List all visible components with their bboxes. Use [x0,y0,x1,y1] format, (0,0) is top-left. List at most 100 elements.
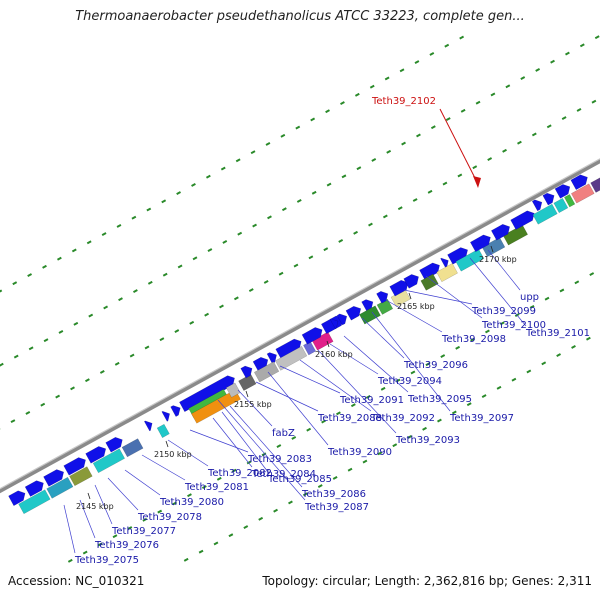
gene-feature[interactable] [274,345,308,371]
gene-feature[interactable] [170,405,181,417]
gene-feature[interactable] [18,489,51,515]
gene-label[interactable]: Teth39_2076 [94,540,159,551]
highlight-arrow-icon[interactable] [473,176,481,188]
gc-dot [308,255,314,260]
gene-labels[interactable]: Teth39_2075 Teth39_2076 Teth39_2077 Teth39_… [74,292,590,566]
gene-feature[interactable] [481,237,506,258]
gene-feature[interactable] [376,291,389,304]
gene-feature[interactable] [455,248,485,272]
gene-feature[interactable] [532,203,558,225]
gene-feature[interactable] [361,299,374,312]
gene-feature[interactable] [336,313,348,326]
gene-label[interactable]: Teth39_2086 [301,489,366,500]
gene-feature[interactable] [105,437,123,453]
leader-line [212,417,253,468]
gene-feature[interactable] [191,389,241,424]
gene-feature[interactable] [46,476,74,499]
gene-label[interactable]: Teth39_2098 [441,334,506,345]
gene-label[interactable]: Teth39_2099 [471,306,536,317]
gene-feature[interactable] [92,448,126,474]
scale-label: 2160 kbp [315,350,353,359]
gene-feature[interactable] [69,466,93,487]
gc-dot [455,345,461,350]
gene-label[interactable]: Teth39_2088 [317,413,382,424]
gene-feature[interactable] [447,247,468,265]
gene-feature[interactable] [570,174,588,191]
gene-feature[interactable] [403,274,419,289]
gene-label[interactable]: Teth39_2093 [395,435,460,446]
gene-feature[interactable] [240,365,253,379]
gc-dot [291,435,297,440]
gene-feature[interactable] [510,210,535,230]
gene-feature[interactable] [553,197,569,214]
gene-label[interactable]: Teth39_2084 [251,469,316,480]
gene-feature[interactable] [389,279,409,297]
gene-label[interactable]: Teth39_2094 [377,376,442,387]
gc-dot [395,378,401,383]
gc-dot [511,377,517,382]
gene-feature[interactable] [440,257,449,269]
gene-feature[interactable] [8,490,26,507]
gene-feature[interactable] [345,305,362,321]
highlight-marker[interactable]: Teth39_2102 [371,96,481,188]
gene-feature[interactable] [121,438,144,458]
gene-label[interactable]: Teth39_2090 [327,447,392,458]
gene-label[interactable]: Teth39_2092 [370,413,435,424]
gene-label[interactable]: Teth39_2082 [207,468,272,479]
gene-feature[interactable] [329,318,339,330]
leader-line [189,429,249,453]
gene-label[interactable]: Teth39_2091 [339,395,404,406]
gene-feature[interactable] [179,375,235,413]
gene-feature[interactable] [275,338,302,360]
gene-feature[interactable] [156,423,170,439]
gene-feature[interactable] [420,273,439,291]
scale-label: 2165 kbp [397,302,435,311]
gene-feature[interactable] [490,224,510,241]
gene-label[interactable]: Teth39_2085 [267,474,332,485]
gene-feature[interactable] [143,420,153,432]
gene-feature[interactable] [554,184,571,199]
gene-label[interactable]: Teth39_2077 [111,526,176,537]
gene-feature[interactable] [253,361,280,383]
gc-dot [146,207,152,212]
gene-feature[interactable] [570,183,595,204]
gene-label[interactable]: Teth39_2101 [525,328,590,339]
gene-feature[interactable] [24,480,44,497]
gene-feature[interactable] [531,199,543,212]
gene-label[interactable]: Teth39_2081 [184,482,249,493]
gene-feature[interactable] [266,352,277,364]
gene-label[interactable]: Teth39_2096 [403,360,468,371]
gene-label[interactable]: Teth39_2075 [74,555,139,566]
gene-label[interactable]: Teth39_2083 [247,454,312,465]
gene-label[interactable]: Teth39_2080 [159,497,224,508]
gene-feature[interactable] [301,327,323,345]
gc-dot [55,394,61,399]
highlight-label[interactable]: Teth39_2102 [371,96,436,107]
gene-feature[interactable] [85,446,107,464]
gene-feature[interactable] [43,469,64,487]
genome-summary-text: Topology: circular; Length: 2,362,816 bp… [262,574,592,588]
gene-label[interactable]: Teth39_2100 [481,320,546,331]
gene-label[interactable]: Teth39_2087 [304,502,369,513]
gene-label[interactable]: Teth39_2078 [137,512,202,523]
gene-track[interactable] [8,130,600,515]
gene-feature[interactable] [63,457,86,476]
gene-feature[interactable] [542,192,555,206]
gene-label[interactable]: fabZ [272,428,295,439]
gene-label[interactable]: Teth39_2097 [449,413,514,424]
gene-label[interactable]: upp [520,292,539,303]
gene-feature[interactable] [161,411,170,422]
gc-dot [422,426,427,431]
backbone-line [0,158,600,494]
gene-feature[interactable] [359,305,381,325]
gc-dot [71,248,77,253]
gene-feature[interactable] [419,262,440,281]
gene-feature[interactable] [469,234,491,253]
gene-label[interactable]: Teth39_2095 [407,394,472,405]
gene-feature[interactable] [563,194,576,208]
gene-feature[interactable] [436,263,458,283]
highlight-leader [439,108,477,181]
gene-feature[interactable] [311,331,334,351]
gc-dot [416,133,421,138]
